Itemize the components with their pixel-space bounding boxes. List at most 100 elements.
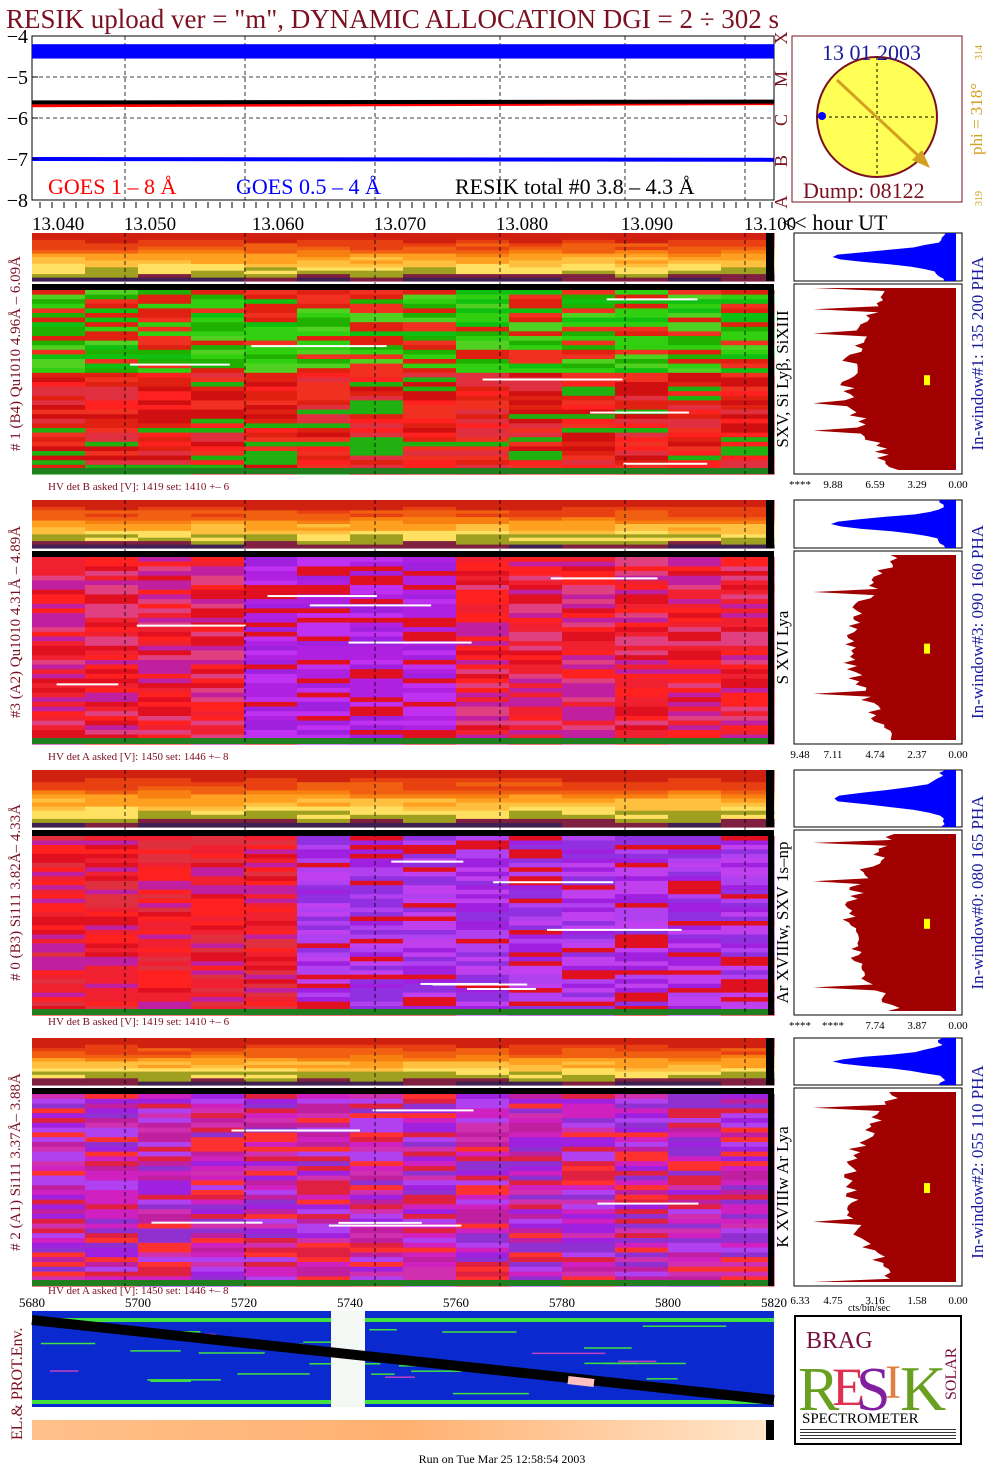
spectrum-main-cell — [456, 290, 510, 296]
spectrum-top-cell — [562, 818, 616, 824]
spectrum-main-cell — [297, 617, 351, 624]
spectrum-main-cell — [191, 687, 245, 694]
goes-y-tick: −4 — [7, 26, 28, 48]
spectrum-top-edge — [766, 1038, 774, 1085]
spectrum-main-cell — [562, 400, 616, 406]
spectrum-top-cell — [297, 530, 351, 535]
spectrum-main-cell — [456, 349, 510, 355]
spectrum-top-cell — [32, 239, 86, 244]
logo-frame — [794, 1315, 962, 1445]
spectrum-top-cell — [668, 277, 722, 282]
spectrum-main-cell — [244, 952, 298, 958]
spectrum-top-cell — [138, 530, 192, 535]
spectrum-top-cell — [668, 802, 722, 808]
spectrum-main-cell — [191, 599, 245, 605]
panel-line-label: K XVIIIw Ar Lya — [773, 1126, 792, 1248]
spectrum-main-cell — [138, 308, 192, 314]
spectrum-top-cell — [509, 1074, 563, 1079]
spectrum-main-cell — [32, 1142, 86, 1148]
spectrum-top-cell — [456, 786, 510, 791]
spectrum-top-cell — [668, 782, 722, 787]
spectrum-top-cell — [138, 1054, 192, 1059]
spectrum-top-cell — [721, 822, 775, 828]
spectrum-main-cell — [403, 1132, 457, 1138]
spectrum-main-cell — [615, 849, 669, 855]
spectrum-top-cell — [244, 794, 298, 800]
spectrum-main-cell — [32, 566, 86, 572]
spectrum-main-cell — [668, 1161, 722, 1167]
orbit-x-label: 5780 — [549, 1295, 575, 1310]
spectrum-main-cell — [85, 711, 139, 717]
spectrum-main-cell — [721, 858, 775, 864]
spectrum-top-cell — [668, 534, 722, 539]
spectrum-main-cell — [456, 862, 510, 868]
spectrum-main-cell — [138, 907, 192, 913]
spectrum-main-cell — [350, 867, 404, 873]
pointing-marker — [818, 112, 826, 120]
histogram-axis-label: 3.16 — [865, 1295, 885, 1307]
spectrum-main-cell — [297, 451, 351, 457]
spectrum-main-cell — [721, 921, 775, 927]
spectrum-main-cell — [32, 1185, 86, 1191]
spectrum-white-streak — [420, 982, 499, 985]
spectrum-main-cell — [350, 1190, 404, 1196]
spectrum-main-cell — [615, 992, 669, 998]
spectrum-top-cell — [138, 790, 192, 796]
spectrum-main-cell — [191, 1257, 245, 1263]
spectrum-top-cell — [244, 822, 298, 828]
spectrum-top-cell — [456, 1078, 510, 1083]
spectrum-main-cell — [509, 725, 563, 731]
spectrum-main-cell — [562, 934, 616, 940]
spectrum-top-cell — [721, 1048, 775, 1053]
spectrum-top-cell — [138, 233, 192, 237]
spectrum-top-cell — [456, 1074, 510, 1079]
spectrum-main-cell — [721, 363, 775, 369]
spectrum-top-cell — [297, 544, 351, 549]
spectrum-top-cell — [668, 267, 722, 272]
spectrum-top-cell — [85, 541, 139, 546]
spectrum-main-cell — [509, 716, 563, 722]
spectrum-main-cell — [350, 858, 404, 864]
spectrum-main-cell — [456, 631, 510, 638]
spectrum-main-cell — [244, 627, 298, 633]
spectrum-main-cell — [562, 1262, 616, 1268]
spectrum-main-cell — [562, 894, 616, 900]
spectrum-main-cell — [191, 1127, 245, 1133]
spectrum-main-cell — [244, 1113, 298, 1119]
spectrum-top-cell — [615, 786, 669, 791]
spectrum-top-cell — [562, 537, 616, 542]
spectrum-main-cell — [244, 655, 298, 661]
spectrum-main-cell — [403, 992, 457, 998]
spectrum-main-cell — [244, 1142, 298, 1148]
spectrum-main-cell — [615, 331, 669, 337]
spectrum-main-cell — [191, 377, 245, 383]
spectrum-main-cell — [721, 1266, 775, 1273]
histogram-top-fill — [832, 1038, 956, 1085]
spectrum-main-cell — [403, 867, 457, 873]
spectrum-main-cell — [297, 446, 351, 452]
spectrum-bottom-line — [32, 1009, 774, 1015]
spectrum-top-cell — [244, 782, 298, 787]
spectrum-main-cell — [456, 1122, 510, 1129]
spectrum-main-cell — [668, 313, 722, 319]
spectrum-top-cell — [403, 260, 457, 265]
spectrum-main-cell — [85, 997, 139, 1003]
spectrum-main-cell — [244, 1247, 298, 1253]
spectrum-main-cell — [138, 1233, 192, 1239]
spectrum-main-cell — [32, 613, 86, 619]
spectrum-main-cell — [244, 1146, 298, 1153]
spectrum-top-cell — [615, 1054, 669, 1059]
spectrum-main-cell — [191, 382, 245, 388]
spectrum-main-cell — [562, 1233, 616, 1239]
spectrum-top-cell — [509, 246, 563, 251]
spectrum-top-cell — [403, 274, 457, 279]
spectrum-main-cell — [509, 317, 563, 323]
spectrum-top-cell — [85, 794, 139, 800]
spectrum-main-cell — [615, 340, 669, 346]
spectrum-main-cell — [350, 1166, 404, 1172]
spectrum-top-cell — [615, 500, 669, 504]
spectrum-top-cell — [138, 802, 192, 808]
spectrum-main-cell — [615, 956, 669, 962]
spectrum-main-cell — [562, 414, 616, 420]
spectrum-main-cell — [615, 1238, 669, 1244]
